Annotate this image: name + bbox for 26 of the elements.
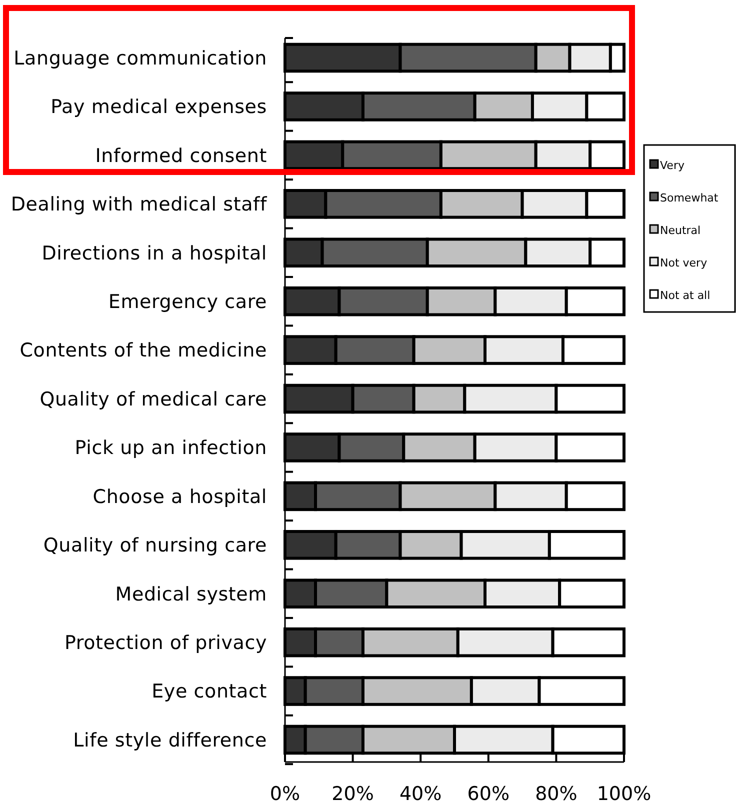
y-tick-label: Quality of medical care xyxy=(40,388,267,410)
y-tick-label: Emergency care xyxy=(108,290,267,313)
x-tick-label: 40% xyxy=(399,783,442,805)
y-tick-label: Directions in a hospital xyxy=(42,242,267,264)
x-tick-label: 0% xyxy=(270,783,300,805)
y-tick-label: Eye contact xyxy=(152,680,267,703)
legend-label: Neutral xyxy=(660,224,701,237)
legend-label: Very xyxy=(660,158,685,172)
y-tick-label: Choose a hospital xyxy=(92,486,267,508)
y-tick-label: Protection of privacy xyxy=(64,632,267,654)
x-tick-label: 20% xyxy=(332,783,374,805)
x-tick-label: 80% xyxy=(535,783,578,805)
y-tick-label: Language communication xyxy=(14,47,267,70)
legend-label: Not at all xyxy=(660,288,710,302)
legend-label: Not very xyxy=(660,256,708,270)
y-tick-label: Contents of the medicine xyxy=(20,340,267,362)
y-tick-label: Life style difference xyxy=(73,729,267,752)
x-tick-label: 60% xyxy=(467,783,510,805)
y-tick-label: Informed consent xyxy=(95,144,267,167)
y-tick-label: Quality of nursing care xyxy=(43,534,267,557)
legend-label: Somewhat xyxy=(660,191,719,204)
y-tick-label: Medical system xyxy=(115,583,267,606)
x-tick-label: 100% xyxy=(596,783,652,805)
y-tick-label: Pay medical expenses xyxy=(50,96,267,118)
y-tick-label: Dealing with medical staff xyxy=(10,194,268,216)
y-tick-label: Pick up an infection xyxy=(74,437,267,460)
